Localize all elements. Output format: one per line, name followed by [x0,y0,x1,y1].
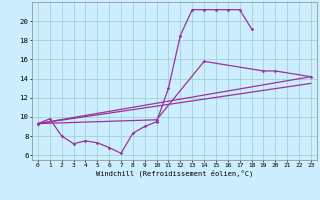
X-axis label: Windchill (Refroidissement éolien,°C): Windchill (Refroidissement éolien,°C) [96,170,253,177]
